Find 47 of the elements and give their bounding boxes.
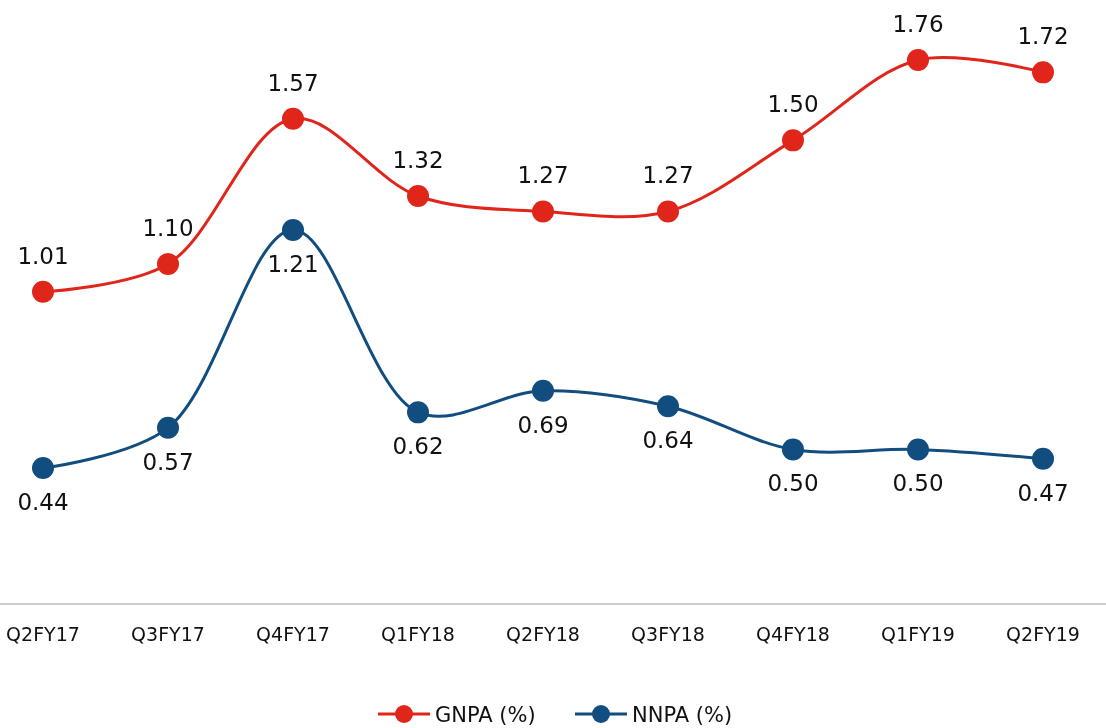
point	[32, 457, 54, 479]
x-tick-label: Q1FY18	[381, 623, 455, 645]
point	[907, 438, 929, 461]
x-tick-label: Q4FY17	[256, 623, 330, 645]
point	[282, 219, 304, 241]
point	[907, 49, 929, 71]
data-label: 1.27	[642, 162, 694, 189]
point	[282, 107, 304, 130]
point	[532, 200, 554, 223]
x-tick-label: Q2FY19	[1006, 623, 1080, 645]
point	[157, 416, 179, 439]
point	[657, 395, 679, 418]
point	[1032, 61, 1054, 84]
data-label: 0.47	[1017, 479, 1069, 506]
x-tick-label: Q2FY18	[506, 623, 580, 645]
data-label: 0.69	[517, 411, 569, 438]
point	[1032, 447, 1054, 470]
data-label: 1.72	[1017, 23, 1069, 50]
point	[407, 185, 429, 207]
data-label: 0.64	[642, 427, 694, 454]
data-label: 1.76	[892, 11, 944, 37]
data-label: 1.10	[142, 215, 194, 241]
data-label: 0.44	[17, 489, 69, 515]
data-label: 0.50	[892, 470, 944, 497]
data-label: 1.21	[267, 251, 319, 277]
data-label: 0.62	[392, 433, 444, 460]
x-tick-label: Q3FY18	[631, 623, 705, 645]
point	[782, 129, 804, 152]
point	[32, 280, 54, 303]
x-tick-label: Q4FY18	[756, 623, 830, 645]
data-label: 1.27	[517, 162, 569, 189]
data-label: 1.01	[17, 242, 69, 269]
x-tick-label: Q1FY19	[881, 623, 955, 645]
data-label: 0.50	[767, 470, 819, 497]
point	[157, 253, 179, 275]
point	[532, 379, 554, 402]
point	[407, 401, 429, 424]
x-tick-label: Q2FY17	[6, 623, 80, 645]
data-label: 1.32	[392, 147, 444, 173]
legend-label: NNPA (%)	[632, 703, 733, 727]
point	[657, 200, 679, 223]
data-label: 1.57	[267, 69, 319, 96]
point	[782, 438, 804, 461]
data-label: 0.57	[142, 448, 194, 475]
x-tick-label: Q3FY17	[131, 623, 205, 645]
legend-label: GNPA (%)	[435, 703, 536, 727]
data-label: 1.50	[767, 91, 819, 118]
